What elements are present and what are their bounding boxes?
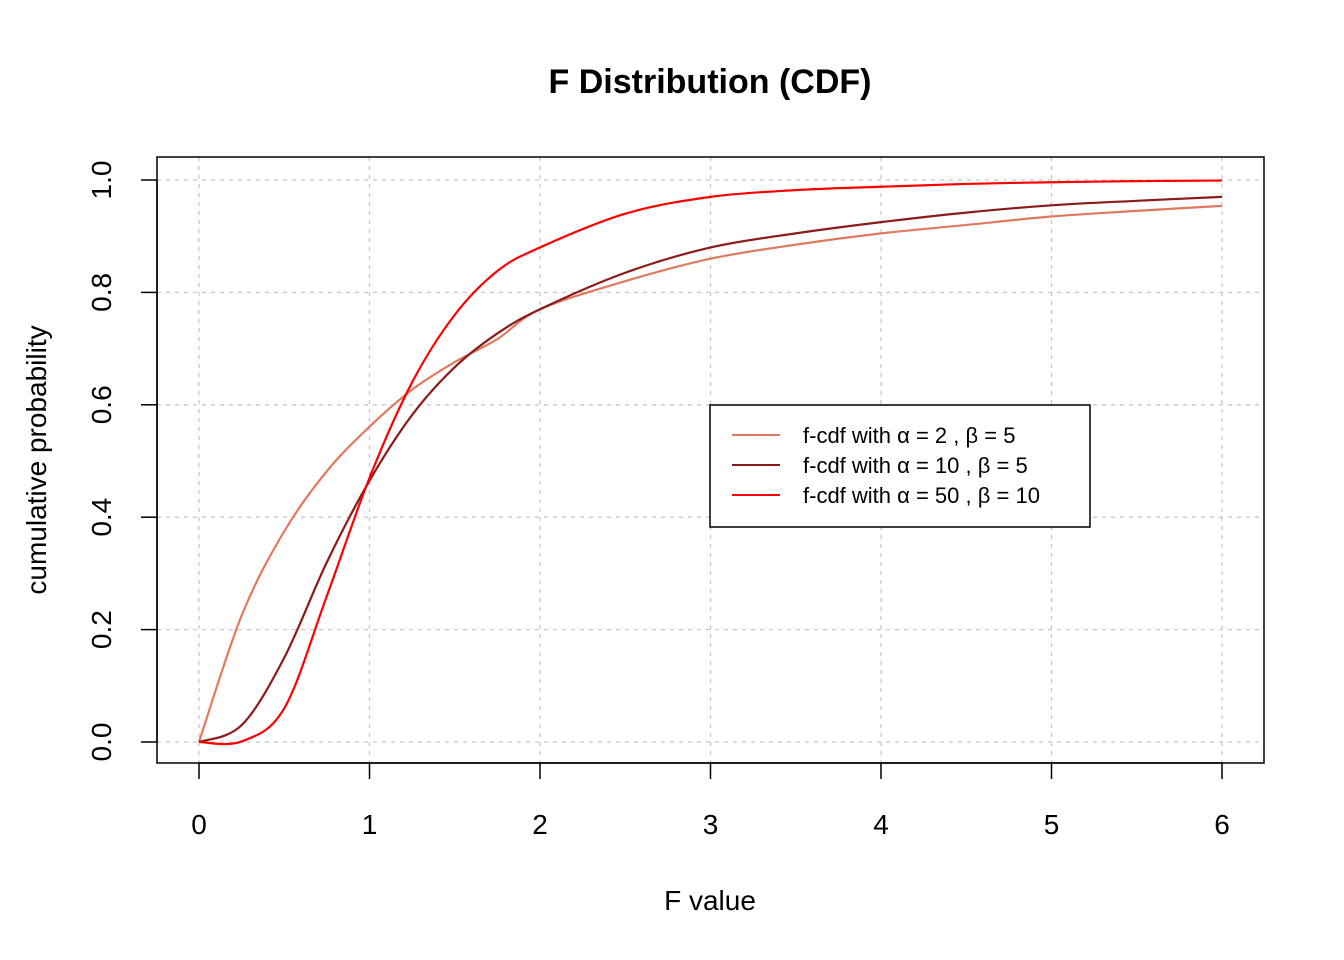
chart-title: F Distribution (CDF) (549, 63, 872, 101)
y-tick-label: 0.0 (86, 723, 117, 762)
y-tick-label: 1.0 (86, 161, 117, 200)
x-axis: 0 1 2 3 4 5 6 (191, 762, 1230, 840)
series-line-2 (198, 195, 1223, 744)
y-tick-label: 0.8 (86, 273, 117, 312)
legend-label-series-3: f-cdf with α = 50 , β = 10 (803, 483, 1040, 508)
series-line-3 (198, 179, 1223, 746)
x-axis-label: F value (664, 885, 756, 916)
x-tick-label: 4 (873, 809, 889, 840)
x-tick-label: 2 (532, 809, 548, 840)
y-axis: 0.0 0.2 0.4 0.6 0.8 1.0 (86, 161, 158, 762)
x-tick-label: 1 (362, 809, 378, 840)
series-line-1 (197, 204, 1223, 743)
x-tick-label: 3 (703, 809, 719, 840)
legend-label-series-1: f-cdf with α = 2 , β = 5 (803, 423, 1015, 448)
y-tick-label: 0.4 (86, 498, 117, 537)
y-axis-label: cumulative probability (21, 325, 52, 594)
legend-label-series-2: f-cdf with α = 10 , β = 5 (803, 453, 1028, 478)
series-lines (197, 179, 1223, 746)
legend: f-cdf with α = 2 , β = 5 f-cdf with α = … (709, 404, 1091, 528)
x-tick-label: 6 (1214, 809, 1230, 840)
y-tick-label: 0.2 (86, 610, 117, 649)
x-tick-label: 0 (191, 809, 207, 840)
y-tick-label: 0.6 (86, 385, 117, 424)
x-tick-label: 5 (1044, 809, 1060, 840)
